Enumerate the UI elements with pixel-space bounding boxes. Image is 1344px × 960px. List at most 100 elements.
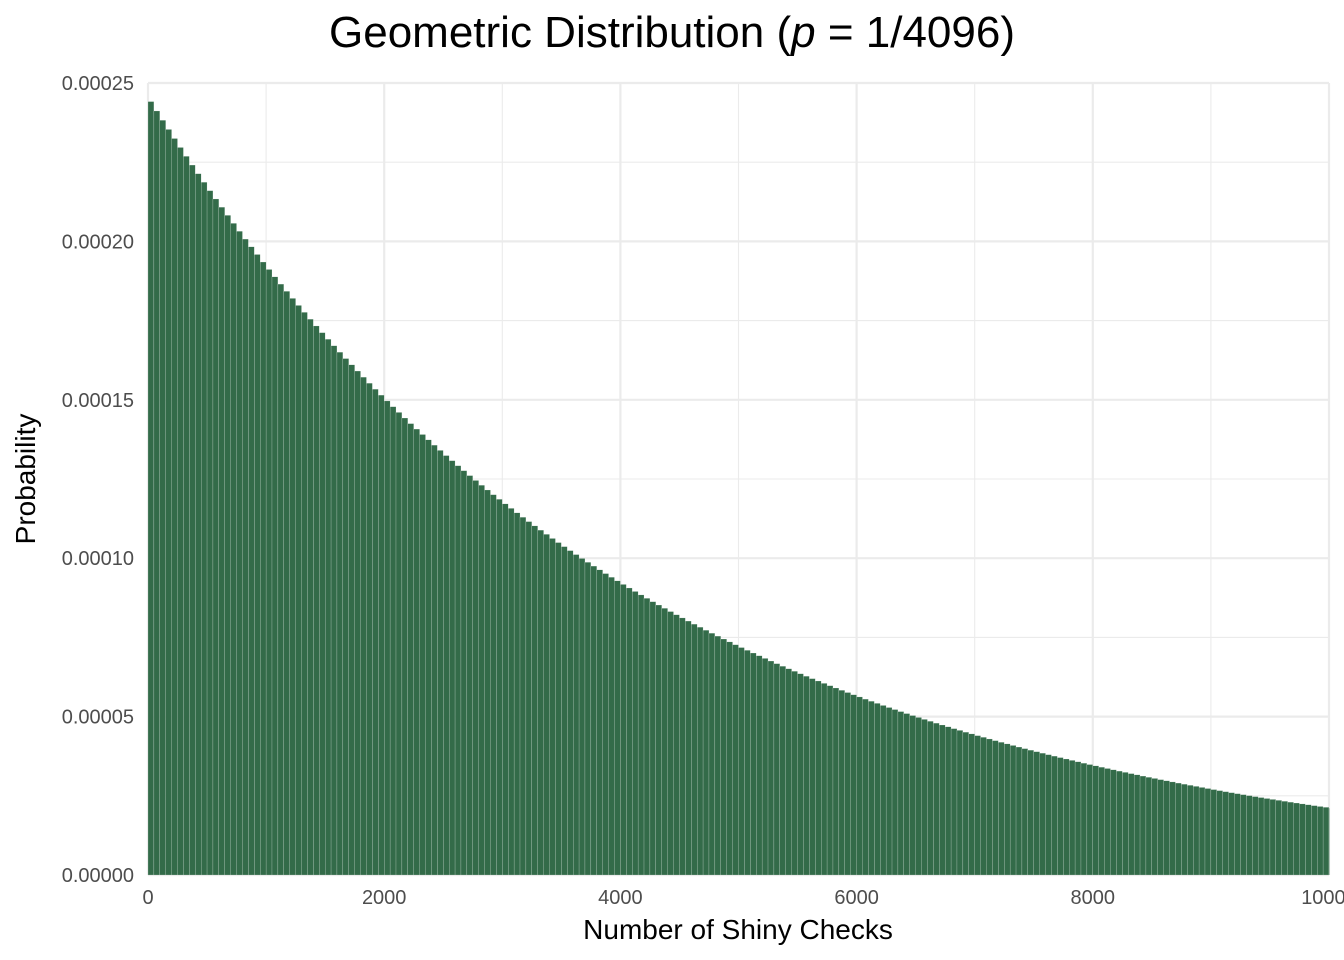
bar <box>401 417 408 876</box>
bar <box>1074 761 1082 876</box>
bar <box>1269 799 1277 876</box>
bar <box>513 512 521 876</box>
bar <box>697 627 704 876</box>
bar <box>313 325 320 876</box>
bar <box>1122 772 1129 876</box>
x-tick-label: 2000 <box>362 887 407 909</box>
bar <box>685 620 692 876</box>
bar <box>1299 803 1306 876</box>
bar <box>478 485 485 876</box>
bar <box>1228 792 1235 876</box>
bar <box>153 110 160 876</box>
bar <box>277 283 284 876</box>
bar <box>490 494 497 876</box>
bar <box>1187 785 1194 876</box>
bar <box>962 732 969 876</box>
bar <box>1057 757 1064 876</box>
bar <box>655 604 662 876</box>
bar <box>159 120 166 876</box>
bar <box>850 694 857 876</box>
bar <box>880 705 887 876</box>
y-tick-label: 0.00025 <box>62 73 134 95</box>
bar <box>248 246 255 876</box>
bar <box>1004 743 1011 876</box>
bar <box>1175 782 1182 876</box>
bar <box>496 499 503 876</box>
bar <box>525 521 532 876</box>
bar <box>254 254 261 876</box>
bar <box>773 663 780 876</box>
bar <box>1051 755 1058 876</box>
bar <box>271 276 279 876</box>
bar <box>578 558 586 876</box>
bar <box>1169 781 1176 876</box>
bar <box>608 577 615 876</box>
bars <box>147 101 1330 876</box>
bar <box>389 406 397 876</box>
title-suffix: = 1/4096) <box>815 8 1015 57</box>
bar <box>626 587 633 876</box>
bar <box>632 591 639 876</box>
bar <box>1128 773 1135 876</box>
bar <box>295 305 302 876</box>
bar <box>384 400 391 876</box>
bar <box>637 594 645 876</box>
bar <box>1198 787 1206 876</box>
bar <box>395 412 403 876</box>
bar <box>1139 775 1147 876</box>
bar <box>419 434 426 876</box>
bar <box>915 717 922 876</box>
bar <box>413 428 420 876</box>
title-prefix: Geometric Distribution ( <box>329 8 792 57</box>
bar <box>992 740 999 876</box>
bar <box>366 383 373 876</box>
bar <box>319 332 326 876</box>
bar <box>708 633 716 876</box>
bar <box>1039 753 1046 876</box>
bar <box>1317 806 1324 876</box>
bar <box>265 269 273 876</box>
bar <box>1311 805 1318 876</box>
bar <box>856 696 863 876</box>
bar <box>1322 807 1330 876</box>
x-tick-label: 4000 <box>598 887 643 909</box>
bar <box>407 423 414 876</box>
bar <box>1281 801 1288 876</box>
bar <box>224 215 231 876</box>
bar <box>283 291 290 876</box>
bar <box>933 722 940 876</box>
x-tick-label: 10000 <box>1301 887 1344 909</box>
bar <box>431 444 438 876</box>
bar <box>443 455 450 876</box>
bar <box>702 630 710 876</box>
bar <box>360 376 367 876</box>
bar <box>945 726 952 876</box>
bar <box>1305 804 1312 876</box>
bar <box>378 394 385 876</box>
bar <box>903 713 910 876</box>
bar <box>449 460 456 876</box>
bar <box>1151 778 1158 876</box>
bar <box>1045 754 1052 876</box>
bar <box>744 650 751 876</box>
title-param: p <box>791 8 816 57</box>
bar <box>508 508 515 876</box>
bar <box>472 480 479 876</box>
bar <box>891 709 899 876</box>
bar <box>596 569 603 876</box>
bar <box>803 676 810 876</box>
bar <box>372 389 379 876</box>
bar <box>667 611 674 876</box>
bar <box>1069 760 1076 876</box>
bar <box>1098 767 1105 876</box>
bar <box>425 439 432 876</box>
bar <box>1222 791 1229 876</box>
bar <box>437 450 444 876</box>
bar <box>454 465 462 876</box>
x-tick-label: 6000 <box>834 887 879 909</box>
bar <box>1234 793 1241 876</box>
y-tick-labels: 0.00000 0.00005 0.00010 0.00015 0.00020 0.000… <box>62 73 134 887</box>
bar <box>785 668 792 876</box>
bar <box>342 358 349 876</box>
